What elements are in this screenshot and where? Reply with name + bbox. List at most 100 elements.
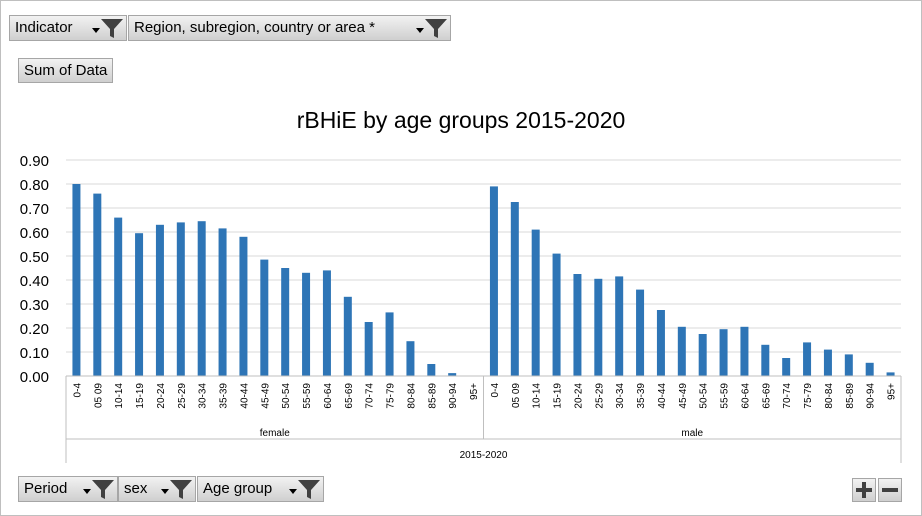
y-tick-label: 0.00 xyxy=(20,369,49,386)
y-tick-label: 0.20 xyxy=(20,321,49,338)
x-tick-label: 20-24 xyxy=(156,383,167,409)
x-tick-label: 65-69 xyxy=(761,383,772,409)
region-filter-button[interactable]: Region, subregion, country or area * xyxy=(128,15,451,41)
bar-female-3 xyxy=(135,233,144,376)
chevron-down-icon xyxy=(416,28,424,33)
bar-female-10 xyxy=(281,268,290,376)
bar-male-14 xyxy=(782,358,791,376)
period-filter-label: Period xyxy=(24,480,68,497)
region-filter-label: Region, subregion, country or area * xyxy=(134,19,375,36)
plus-icon xyxy=(856,482,872,498)
value-field-button[interactable]: Sum of Data xyxy=(18,58,114,83)
x-tick-label: 75-79 xyxy=(803,383,814,409)
y-tick-label: 0.60 xyxy=(20,225,49,242)
bar-female-2 xyxy=(114,217,123,376)
collapse-field-button[interactable] xyxy=(878,478,902,502)
bar-female-15 xyxy=(385,312,394,376)
bar-male-13 xyxy=(761,344,770,376)
x-tick-label: 65-69 xyxy=(344,383,355,409)
bar-female-13 xyxy=(343,296,352,376)
filter-icon xyxy=(425,19,447,38)
bar-female-14 xyxy=(364,322,373,376)
bar-male-7 xyxy=(636,289,645,376)
x-tick-label: 25-29 xyxy=(177,383,188,409)
filter-icon xyxy=(170,480,192,499)
x-tick-label: 75-79 xyxy=(386,383,397,409)
bar-male-17 xyxy=(844,354,853,376)
expand-field-button[interactable] xyxy=(852,478,876,502)
x-tick-label: 05 09 xyxy=(511,383,522,408)
x-tick-label: 30-34 xyxy=(615,383,626,409)
bar-female-9 xyxy=(260,259,269,376)
bar-male-6 xyxy=(615,276,624,376)
y-tick-label: 0.80 xyxy=(20,177,49,194)
y-tick-label: 0.90 xyxy=(20,153,49,170)
x-tick-label: 95+ xyxy=(887,383,898,400)
bar-female-17 xyxy=(427,364,436,376)
bar-male-0 xyxy=(489,186,498,376)
x-tick-label: 50-54 xyxy=(281,383,292,409)
bar-male-1 xyxy=(510,202,519,376)
bar-female-11 xyxy=(302,272,311,376)
bar-female-5 xyxy=(176,222,185,376)
bar-male-9 xyxy=(677,326,686,376)
bar-male-12 xyxy=(740,326,749,376)
bar-female-7 xyxy=(218,228,227,376)
bar-female-4 xyxy=(155,224,164,376)
x-tick-label: 95+ xyxy=(469,383,480,400)
x-tick-label: 45-49 xyxy=(678,383,689,409)
x-tick-label: 35-39 xyxy=(636,383,647,409)
x-tick-label: 85-89 xyxy=(845,383,856,409)
bars xyxy=(72,184,895,376)
chevron-down-icon xyxy=(161,489,169,494)
bar-male-11 xyxy=(719,329,728,376)
bar-female-0 xyxy=(72,184,81,376)
chevron-down-icon xyxy=(83,489,91,494)
x-tick-label: 35-39 xyxy=(219,383,230,409)
x-tick-label: 70-74 xyxy=(782,383,793,409)
x-tick-label: 0-4 xyxy=(72,383,83,398)
bar-male-3 xyxy=(552,253,561,376)
group-label-female: female xyxy=(260,428,290,439)
y-tick-label: 0.30 xyxy=(20,297,49,314)
chevron-down-icon xyxy=(92,28,100,33)
chevron-down-icon xyxy=(289,489,297,494)
x-tick-label: 45-49 xyxy=(260,383,271,409)
x-tick-label: 80-84 xyxy=(406,383,417,409)
age-group-filter-button[interactable]: Age group xyxy=(197,476,324,502)
bar-male-10 xyxy=(698,334,707,376)
x-tick-label: 25-29 xyxy=(594,383,605,409)
bar-female-12 xyxy=(322,270,331,376)
bar-male-16 xyxy=(823,349,832,376)
group-label-male: male xyxy=(681,428,703,439)
x-tick-label: 40-44 xyxy=(657,383,668,409)
bar-female-1 xyxy=(93,193,102,376)
x-tick-label: 50-54 xyxy=(699,383,710,409)
x-tick-label: 60-64 xyxy=(740,383,751,409)
sex-filter-button[interactable]: sex xyxy=(118,476,196,502)
bar-male-15 xyxy=(803,342,812,376)
x-tick-label: 10-14 xyxy=(114,383,125,409)
filter-icon xyxy=(298,480,320,499)
bar-male-8 xyxy=(656,310,665,376)
x-tick-label: 05 09 xyxy=(93,383,104,408)
x-tick-label: 15-19 xyxy=(135,383,146,409)
x-tick-label: 55-59 xyxy=(302,383,313,409)
indicator-filter-label: Indicator xyxy=(15,19,73,36)
y-tick-label: 0.70 xyxy=(20,201,49,218)
period-label: 2015-2020 xyxy=(460,450,508,461)
bar-male-2 xyxy=(531,229,540,376)
y-axis-ticks: 0.00 0.10 0.20 0.30 0.40 0.50 0.60 0.70 0.80 0.90 xyxy=(20,153,49,386)
chart-title: rBHiE by age groups 2015-2020 xyxy=(297,107,626,133)
x-tick-label: 10-14 xyxy=(532,383,543,409)
y-tick-label: 0.40 xyxy=(20,273,49,290)
bar-female-8 xyxy=(239,236,248,376)
bar-male-4 xyxy=(573,274,582,376)
bar-male-19 xyxy=(886,372,895,376)
x-tick-label: 20-24 xyxy=(573,383,584,409)
x-axis: 0-4 05 09 10-14 15-19 20-24 25-29 30-34 35-39 40… xyxy=(65,375,902,463)
period-filter-button[interactable]: Period xyxy=(18,476,118,502)
filter-icon xyxy=(101,19,123,38)
indicator-filter-button[interactable]: Indicator xyxy=(9,15,127,41)
x-tick-label: 85-89 xyxy=(427,383,438,409)
